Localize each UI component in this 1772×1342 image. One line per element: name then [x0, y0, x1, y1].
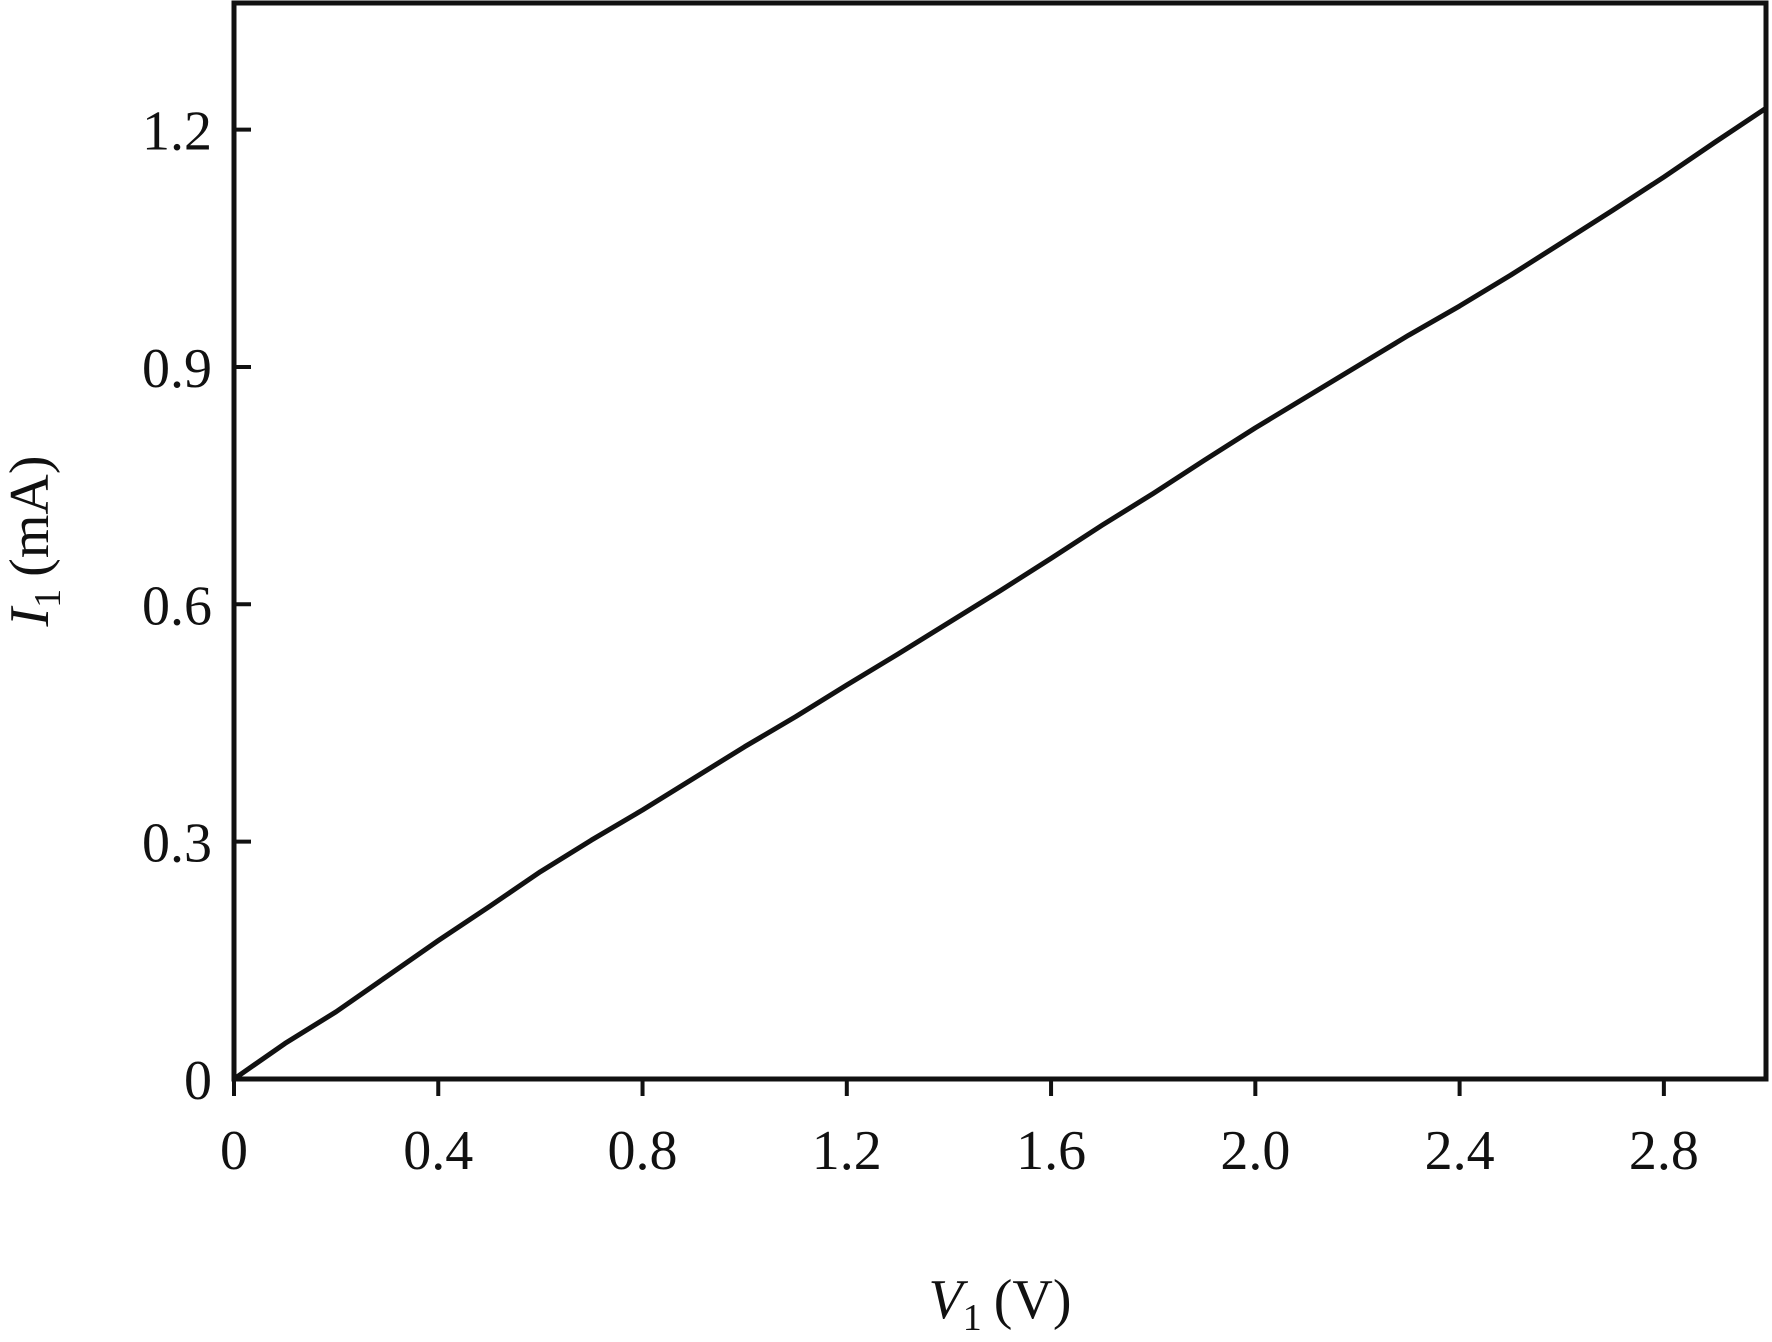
x-subscript: 1 [963, 1297, 982, 1339]
x-tick-label: 2.0 [1220, 1120, 1290, 1182]
y-unit: (mA) [0, 456, 61, 577]
y-symbol: I [0, 605, 61, 627]
x-tick-label: 2.4 [1425, 1120, 1495, 1182]
x-axis-label: V1 (V) [929, 1269, 1072, 1339]
y-tick-label: 1.2 [142, 101, 212, 163]
y-tick-label: 0.9 [142, 338, 212, 400]
x-tick-label: 1.6 [1016, 1120, 1086, 1182]
y-tick-label: 0 [184, 1050, 212, 1112]
y-axis-label: I1 (mA) [0, 456, 69, 628]
x-tick-label: 0.4 [403, 1120, 473, 1182]
x-tick-label: 1.2 [812, 1120, 882, 1182]
y-tick-label: 0.3 [142, 813, 212, 875]
x-unit: (V) [994, 1269, 1072, 1331]
plot-frame [231, 0, 1769, 1082]
x-tick-label: 0.8 [608, 1120, 678, 1182]
x-tick-label: 2.8 [1629, 1120, 1699, 1182]
y-tick-label: 0.6 [142, 575, 212, 637]
x-tick-label: 0 [220, 1120, 248, 1182]
data-line [232, 106, 1768, 1082]
x-symbol: V [929, 1269, 969, 1331]
y-subscript: 1 [27, 589, 69, 608]
